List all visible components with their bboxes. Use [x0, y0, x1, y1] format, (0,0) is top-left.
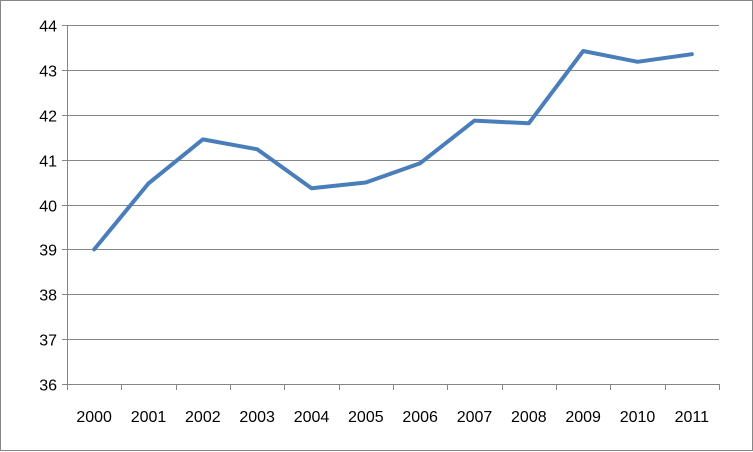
- axes: [62, 25, 720, 390]
- x-tick-label: 2001: [131, 409, 167, 426]
- y-tick-label: 36: [39, 378, 57, 395]
- series-line: [92, 49, 694, 252]
- y-tick-labels: 36 37 38 39 40 41 42 43 44: [39, 19, 57, 395]
- x-tick-label: 2006: [402, 409, 438, 426]
- x-tick-label: 2010: [620, 409, 656, 426]
- x-tick-label: 2000: [76, 409, 112, 426]
- x-tick-label: 2004: [294, 409, 330, 426]
- y-tick-label: 43: [39, 64, 57, 81]
- x-tick-label: 2009: [565, 409, 601, 426]
- series-layer: [92, 49, 694, 252]
- x-tick-label: 2002: [185, 409, 221, 426]
- x-tick-label: 2003: [239, 409, 275, 426]
- y-tick-label: 42: [39, 109, 57, 126]
- y-tick-label: 41: [39, 154, 57, 171]
- y-tick-label: 38: [39, 288, 57, 305]
- x-tick-label: 2007: [457, 409, 493, 426]
- x-tick-label: 2011: [675, 409, 710, 426]
- x-tick-label: 2005: [348, 409, 384, 426]
- y-tick-label: 37: [39, 333, 57, 350]
- x-tick-label: 2008: [511, 409, 547, 426]
- x-tick-labels: 2000 2001 2002 2003 2004 2005 2006 2007 2008 2009…: [76, 409, 709, 426]
- gridlines: [67, 25, 719, 340]
- y-tick-label: 44: [39, 19, 57, 36]
- y-tick-label: 40: [39, 199, 57, 216]
- y-tick-label: 39: [39, 243, 57, 260]
